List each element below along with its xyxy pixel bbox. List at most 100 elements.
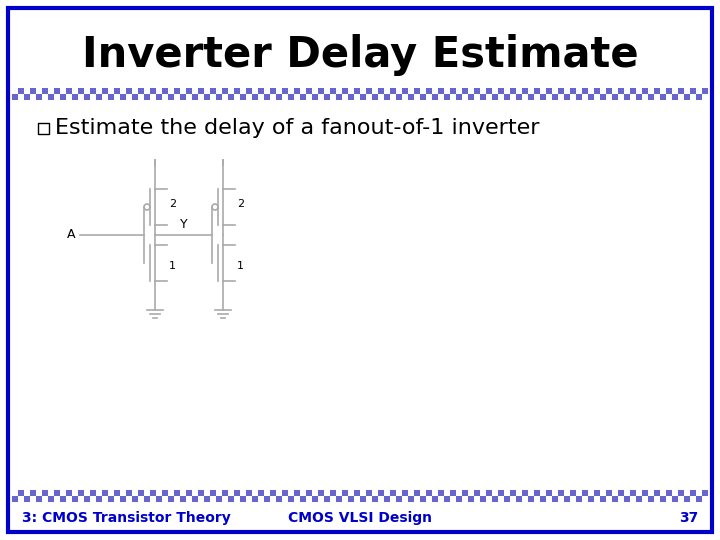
Bar bbox=[516, 94, 522, 100]
Bar bbox=[660, 94, 666, 100]
Bar bbox=[342, 496, 348, 502]
Bar bbox=[186, 490, 192, 496]
Bar bbox=[420, 496, 426, 502]
Bar bbox=[90, 94, 96, 100]
Bar bbox=[570, 88, 576, 94]
Bar bbox=[90, 490, 96, 496]
Bar bbox=[108, 496, 114, 502]
Bar bbox=[216, 88, 222, 94]
Bar bbox=[474, 496, 480, 502]
Bar bbox=[426, 94, 432, 100]
Bar bbox=[24, 490, 30, 496]
Bar bbox=[222, 88, 228, 94]
Bar bbox=[150, 496, 156, 502]
Bar bbox=[666, 94, 672, 100]
Bar bbox=[648, 94, 654, 100]
Bar bbox=[192, 94, 198, 100]
Bar bbox=[54, 490, 60, 496]
Bar bbox=[588, 88, 594, 94]
Bar bbox=[534, 88, 540, 94]
Bar bbox=[390, 490, 396, 496]
Bar bbox=[258, 490, 264, 496]
Bar bbox=[636, 490, 642, 496]
Bar bbox=[348, 88, 354, 94]
Bar bbox=[126, 88, 132, 94]
Bar bbox=[672, 94, 678, 100]
Bar bbox=[114, 496, 120, 502]
Bar bbox=[330, 88, 336, 94]
Bar bbox=[276, 94, 282, 100]
Bar bbox=[336, 496, 342, 502]
Bar bbox=[306, 94, 312, 100]
Bar bbox=[342, 490, 348, 496]
Bar bbox=[450, 94, 456, 100]
Bar bbox=[450, 88, 456, 94]
Bar bbox=[582, 94, 588, 100]
Bar bbox=[240, 496, 246, 502]
Bar bbox=[108, 94, 114, 100]
Bar bbox=[444, 490, 450, 496]
Bar bbox=[192, 88, 198, 94]
Bar bbox=[630, 94, 636, 100]
Bar bbox=[528, 94, 534, 100]
Bar bbox=[258, 496, 264, 502]
Bar bbox=[144, 496, 150, 502]
Bar bbox=[96, 490, 102, 496]
Bar bbox=[144, 94, 150, 100]
Bar bbox=[504, 94, 510, 100]
Bar bbox=[300, 88, 306, 94]
Bar bbox=[282, 496, 288, 502]
Bar bbox=[258, 94, 264, 100]
Bar bbox=[318, 94, 324, 100]
Bar bbox=[618, 496, 624, 502]
Bar bbox=[534, 94, 540, 100]
Bar bbox=[96, 94, 102, 100]
Bar bbox=[648, 496, 654, 502]
Bar bbox=[480, 490, 486, 496]
Bar bbox=[432, 496, 438, 502]
Bar bbox=[516, 490, 522, 496]
Bar bbox=[684, 490, 690, 496]
Bar bbox=[102, 490, 108, 496]
Bar bbox=[384, 490, 390, 496]
Bar bbox=[60, 94, 66, 100]
Bar bbox=[402, 496, 408, 502]
Bar bbox=[36, 94, 42, 100]
Bar bbox=[18, 496, 24, 502]
Bar bbox=[318, 88, 324, 94]
Bar bbox=[228, 496, 234, 502]
Bar bbox=[510, 88, 516, 94]
Bar bbox=[54, 496, 60, 502]
Bar bbox=[426, 496, 432, 502]
Bar bbox=[78, 88, 84, 94]
Bar bbox=[120, 490, 126, 496]
Bar bbox=[294, 490, 300, 496]
Bar bbox=[330, 94, 336, 100]
Bar bbox=[114, 94, 120, 100]
Bar bbox=[222, 496, 228, 502]
Bar bbox=[198, 94, 204, 100]
Bar bbox=[426, 88, 432, 94]
Bar bbox=[38, 123, 49, 133]
Bar bbox=[312, 496, 318, 502]
Bar bbox=[624, 490, 630, 496]
Bar bbox=[594, 496, 600, 502]
Bar bbox=[438, 88, 444, 94]
Bar bbox=[402, 94, 408, 100]
Bar bbox=[456, 490, 462, 496]
Bar bbox=[372, 496, 378, 502]
Bar bbox=[666, 496, 672, 502]
Bar bbox=[36, 88, 42, 94]
Bar bbox=[168, 88, 174, 94]
Bar bbox=[546, 88, 552, 94]
Bar bbox=[78, 490, 84, 496]
Bar bbox=[120, 88, 126, 94]
Bar bbox=[558, 490, 564, 496]
Bar bbox=[348, 94, 354, 100]
Bar bbox=[12, 94, 18, 100]
Bar bbox=[162, 496, 168, 502]
Bar bbox=[252, 94, 258, 100]
Bar bbox=[312, 88, 318, 94]
Bar bbox=[438, 94, 444, 100]
Bar bbox=[444, 94, 450, 100]
